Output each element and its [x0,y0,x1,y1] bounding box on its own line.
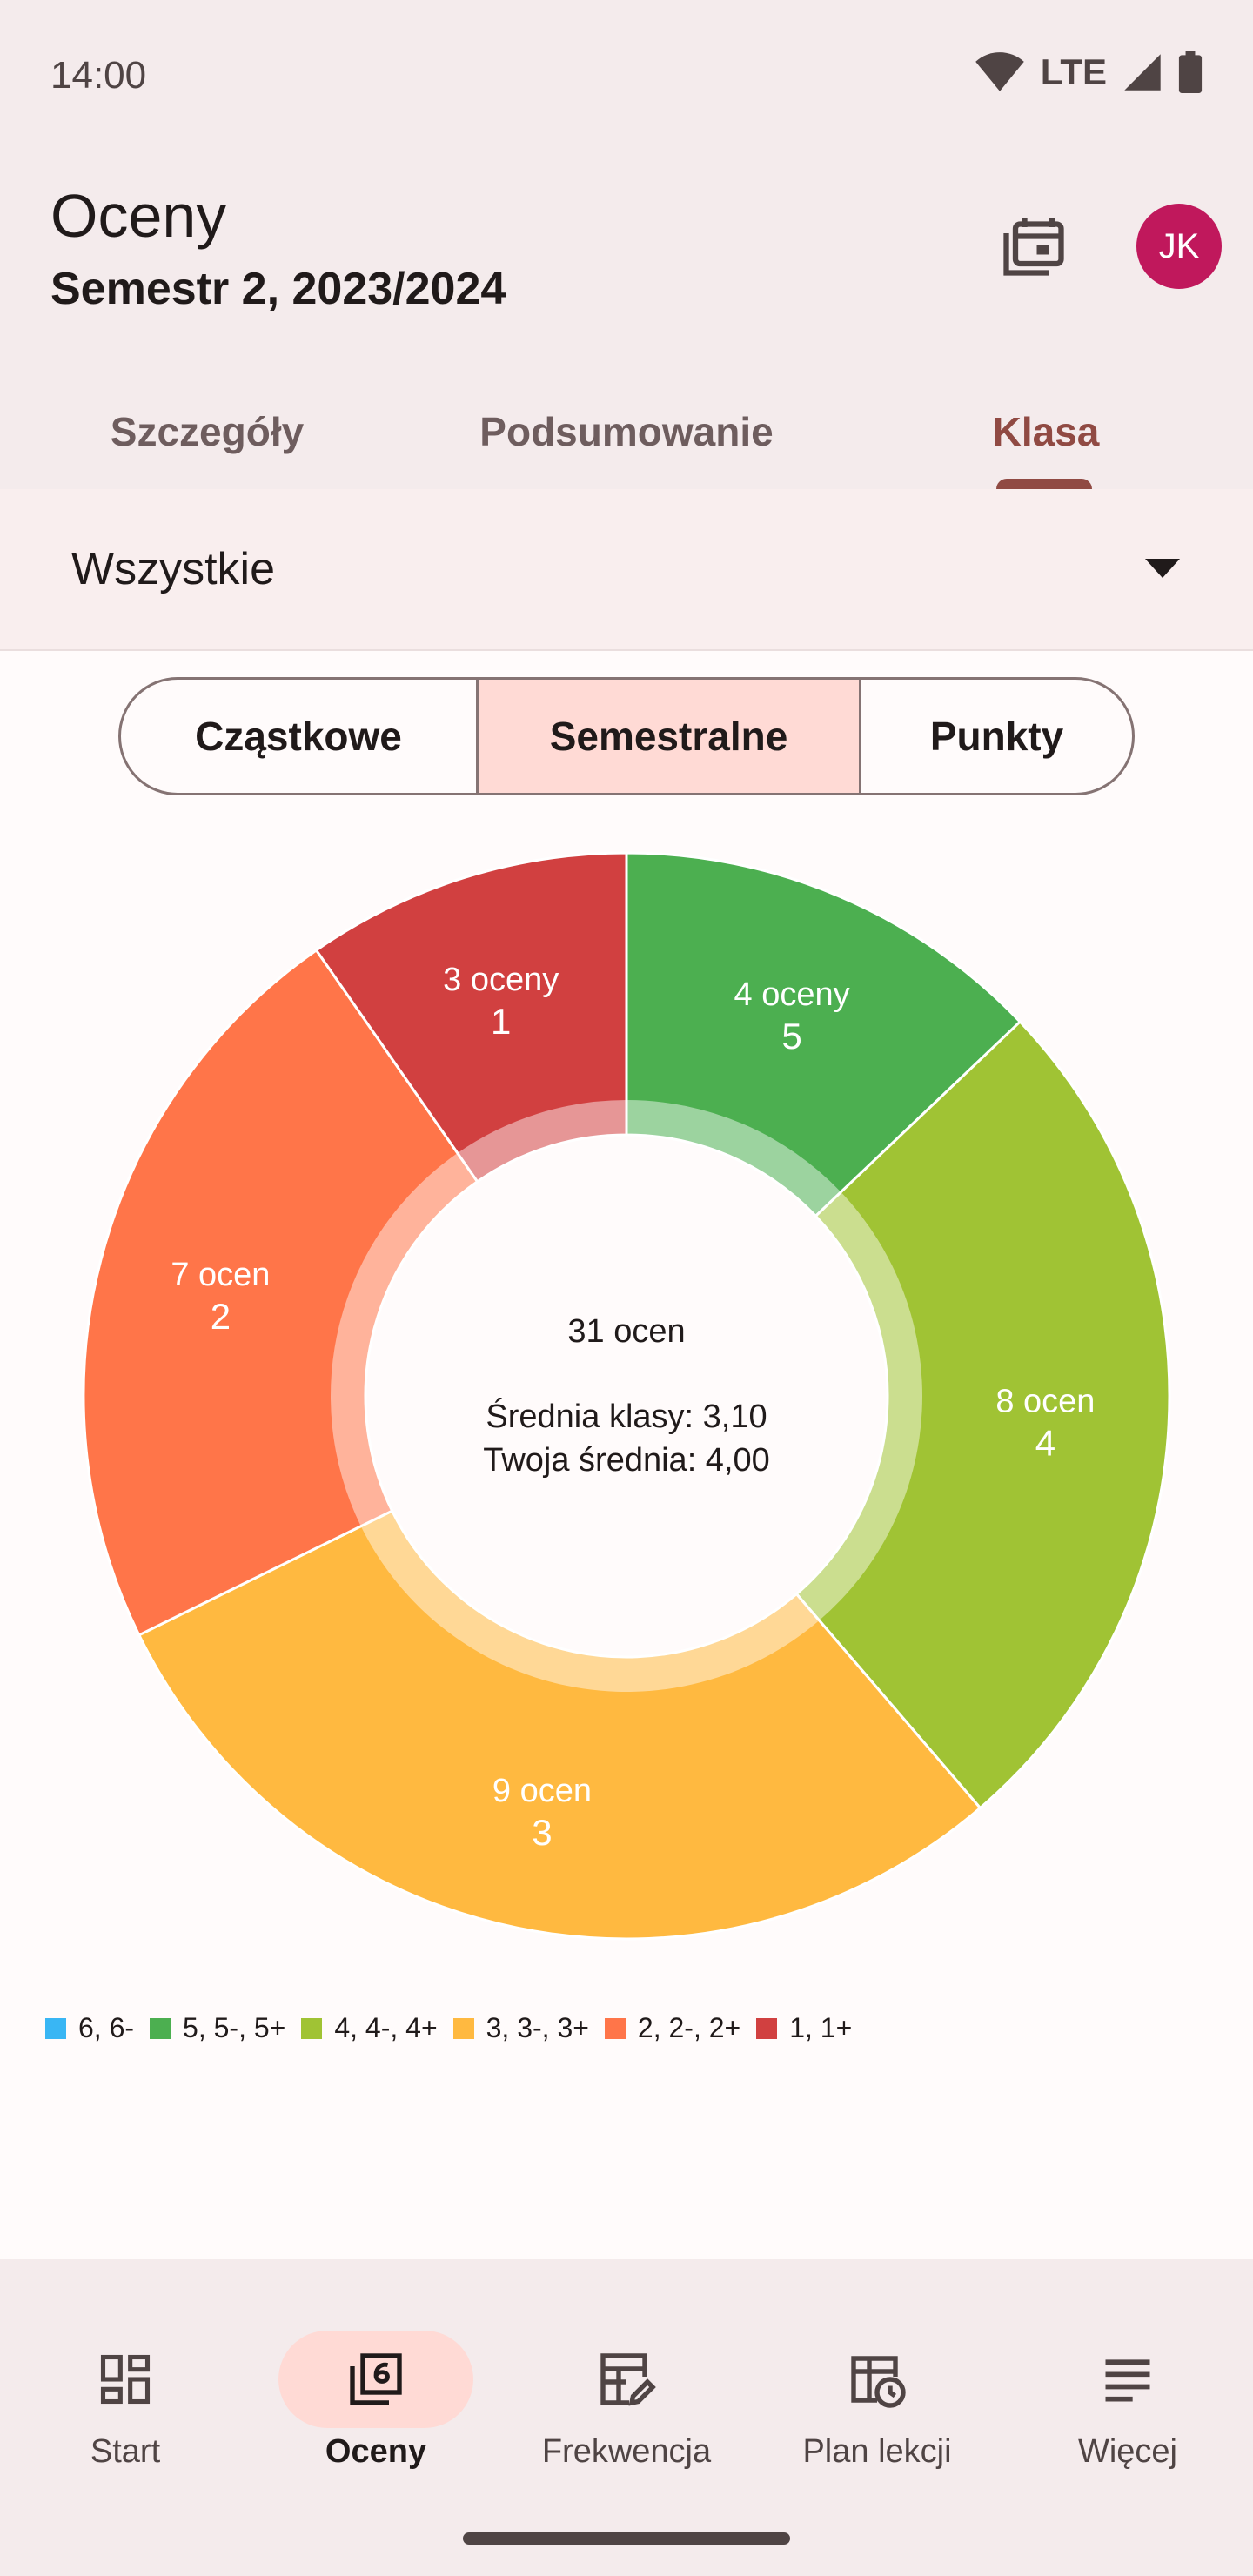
slice-grade-label: 5 [781,1016,801,1057]
nav-oceny[interactable]: Oceny [251,2294,501,2520]
legend-swatch [452,2017,474,2039]
legend-item: 4, 4-, 4+ [301,2012,438,2044]
legend-item: 1, 1+ [756,2012,852,2044]
semester-subtitle[interactable]: Semestr 2, 2023/2024 [50,264,506,314]
legend-item: 3, 3-, 3+ [452,2012,589,2044]
nav-wiecej[interactable]: Więcej [1002,2294,1253,2520]
center-class-average: Średnia klasy: 3,10 [486,1396,767,1435]
battery-icon [1178,51,1203,93]
home-indicator [463,2532,790,2545]
nav-label: Start [90,2433,161,2470]
grade-type-segmented-control: Cząstkowe Semestralne Punkty [118,677,1135,795]
legend-label: 3, 3-, 3+ [486,2012,589,2043]
network-label: LTE [1040,51,1107,92]
legend-swatch [150,2017,171,2039]
nav-label: Oceny [325,2433,427,2470]
donut-slice-highlight [626,1100,841,1217]
nav-plan-lekcji[interactable]: Plan lekcji [752,2294,1002,2520]
legend-label: 1, 1+ [789,2012,853,2043]
subject-filter-dropdown[interactable]: Wszystkie [0,489,1253,651]
center-your-average: Twoja średnia: 4,00 [483,1442,770,1479]
legend-item: 5, 5-, 5+ [150,2012,285,2044]
nav-start-icon-container [28,2331,223,2428]
legend-swatch [756,2017,778,2039]
dropdown-arrow-icon [1145,559,1180,578]
page-title: Oceny [50,182,227,250]
legend-label: 5, 5-, 5+ [183,2012,286,2043]
nav-label: Więcej [1077,2433,1178,2470]
top-app-bar: Oceny Semestr 2, 2023/2024 JK Szczegóły … [0,148,1253,489]
segment-semestralne[interactable]: Semestralne [476,680,859,793]
nav-frekwencja-icon-container [529,2331,724,2428]
attendance-icon [600,2353,656,2406]
status-icons: LTE [975,49,1203,96]
nav-wiecej-icon-container [1030,2331,1225,2428]
slice-grade-label: 2 [211,1296,231,1337]
legend-swatch [45,2017,66,2039]
tab-klasa[interactable]: Klasa [992,409,1100,454]
tab-podsumowanie[interactable]: Podsumowanie [479,409,774,454]
slice-count-label: 8 ocen [995,1383,1095,1419]
bottom-navigation: Start Oceny Frekwencja [0,2259,1253,2576]
calendar-icon [1003,218,1064,276]
legend-item: 6, 6- [45,2012,134,2044]
dashboard-icon [100,2354,151,2405]
nav-plan-lekcji-icon-container [780,2331,975,2428]
nav-label: Frekwencja [541,2433,712,2470]
donut-slice-highlight [360,1511,820,1692]
signal-icon [1124,54,1161,91]
status-bar: 14:00 LTE [0,0,1253,148]
more-icon [1105,2359,1150,2402]
tab-szczegoly[interactable]: Szczegóły [110,409,305,454]
legend-label: 6, 6- [78,2012,135,2043]
chart-legend: 6, 6- 5, 5-, 5+ 4, 4-, 4+ 3, 3-, 3+ 2, 2… [45,2012,868,2044]
wifi-icon [975,52,1024,91]
slice-count-label: 3 oceny [443,962,559,998]
grade-distribution-chart: 31 ocen Średnia klasy: 3,10 Twoja średni… [82,851,1171,1941]
donut-slice-grade-2[interactable] [82,948,479,1637]
nav-label: Plan lekcji [802,2433,952,2470]
donut-slice-grade-4[interactable] [794,1019,1171,1810]
legend-label: 2, 2-, 2+ [637,2012,741,2043]
slice-grade-label: 1 [491,1001,511,1042]
grades-icon [350,2353,402,2405]
donut-slice-highlight [796,1191,923,1620]
donut-slice-highlight [457,1100,626,1182]
slice-grade-label: 4 [1035,1422,1055,1463]
active-tab-indicator [996,479,1092,489]
legend-label: 4, 4-, 4+ [334,2012,438,2043]
tab-bar: Szczegóły Podsumowanie Klasa [0,374,1253,489]
donut-slice-highlight [331,1152,478,1526]
legend-swatch [604,2017,626,2039]
timetable-icon [851,2356,906,2408]
status-time: 14:00 [50,54,147,97]
donut-slice-grade-3[interactable] [137,1509,982,1941]
slice-count-label: 4 oceny [734,976,850,1013]
avatar[interactable]: JK [1136,204,1222,289]
filter-value: Wszystkie [71,544,275,594]
center-total: 31 ocen [567,1313,685,1350]
legend-item: 2, 2-, 2+ [604,2012,741,2044]
donut-slice-grade-1[interactable] [314,851,628,1184]
semester-picker-button[interactable] [988,200,1079,291]
slice-count-label: 7 ocen [171,1257,270,1293]
slice-grade-label: 3 [532,1812,552,1853]
segment-czastkowe[interactable]: Cząstkowe [195,714,402,759]
legend-swatch [301,2017,323,2039]
donut-slice-grade-5[interactable] [625,851,1022,1218]
nav-start[interactable]: Start [0,2294,251,2520]
nav-frekwencja[interactable]: Frekwencja [501,2294,752,2520]
nav-oceny-icon-container [278,2331,473,2428]
segment-punkty[interactable]: Punkty [859,680,1132,793]
slice-count-label: 9 ocen [492,1773,592,1809]
